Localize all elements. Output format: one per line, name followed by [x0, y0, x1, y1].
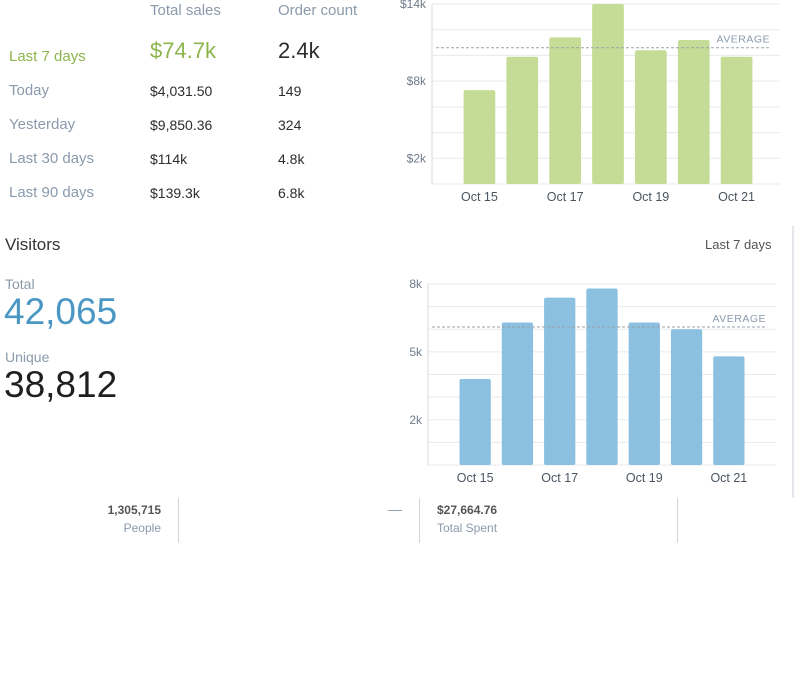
chart-bar [501, 322, 534, 465]
sales-row-label[interactable]: Last 90 days [9, 184, 95, 201]
y-tick-label: $8k [407, 74, 427, 88]
chart-bar [459, 379, 491, 465]
y-tick-label: 5k [409, 345, 423, 359]
stats-divider [178, 498, 179, 543]
sales-row-total: $4,031.50 [150, 83, 213, 99]
sales-row-orders: 4.8k [278, 151, 305, 167]
sales-row-label[interactable]: Yesterday [9, 116, 76, 133]
chart-bar [635, 50, 667, 185]
people-label: People [123, 521, 161, 535]
y-tick-label: $2k [407, 151, 427, 165]
visitors-bar-chart: 2k 5k 8k Oct 15 Oct 17 Oct 19 Oct 21 AVERAGE [409, 277, 776, 485]
sales-row-label[interactable]: Last 7 days [9, 48, 86, 65]
sales-row-orders: 2.4k [278, 38, 320, 63]
y-tick-label: $14k [400, 0, 427, 11]
visitors-total-value: 42,065 [4, 291, 118, 332]
chart-bar [506, 56, 539, 184]
x-tick-label: Oct 19 [626, 471, 663, 485]
visitors-unique-label: Unique [5, 349, 50, 365]
sales-row-total: $114k [150, 151, 188, 167]
visitors-title: Visitors [5, 235, 61, 254]
visitors-total-label: Total [5, 276, 35, 292]
x-tick-label: Oct 15 [461, 190, 498, 204]
x-tick-label: Oct 17 [541, 471, 578, 485]
panel-border [792, 226, 794, 498]
sales-row-total: $139.3k [150, 185, 200, 201]
total-sales-header: Total sales [150, 2, 221, 19]
average-label: AVERAGE [717, 34, 771, 46]
people-value: 1,305,715 [107, 503, 161, 517]
x-tick-label: Oct 17 [547, 190, 584, 204]
sales-row-total: $9,850.36 [150, 117, 213, 133]
average-label: AVERAGE [713, 313, 767, 325]
chart-bar [713, 356, 745, 465]
stats-divider [677, 498, 678, 543]
sales-row-orders: 6.8k [278, 185, 305, 201]
total-spent-label: Total Spent [437, 521, 498, 535]
x-tick-label: Oct 19 [632, 190, 669, 204]
chart-bar [628, 322, 660, 465]
total-spent-value: $27,664.76 [437, 503, 498, 517]
sales-bar-chart: $2k $8k $14k Oct 15 Oct 17 Oct 19 Oct 21 AVERAG… [400, 0, 780, 204]
y-tick-label: 8k [409, 277, 423, 291]
sales-row-total: $74.7k [150, 38, 217, 63]
chart-bar [677, 40, 710, 184]
chart-bar [549, 37, 581, 184]
x-tick-label: Oct 21 [718, 190, 755, 204]
sales-row-orders: 324 [278, 117, 302, 133]
stats-divider [419, 498, 420, 543]
order-count-header: Order count [278, 2, 358, 19]
x-tick-label: Oct 15 [457, 471, 494, 485]
visitors-range-selector[interactable]: Last 7 days [705, 237, 772, 252]
sales-row-label[interactable]: Today [9, 82, 50, 99]
x-tick-label: Oct 21 [710, 471, 747, 485]
chart-bar [670, 329, 703, 465]
chart-bar [463, 90, 496, 184]
visitors-unique-value: 38,812 [4, 364, 118, 405]
stats-dash: — [388, 501, 402, 517]
sales-row-label[interactable]: Last 30 days [9, 150, 95, 167]
chart-bar [720, 56, 753, 184]
chart-bar [544, 297, 576, 465]
chart-bar [592, 4, 624, 184]
y-tick-label: 2k [409, 413, 423, 427]
chart-bar [586, 288, 618, 465]
sales-row-orders: 149 [278, 83, 302, 99]
